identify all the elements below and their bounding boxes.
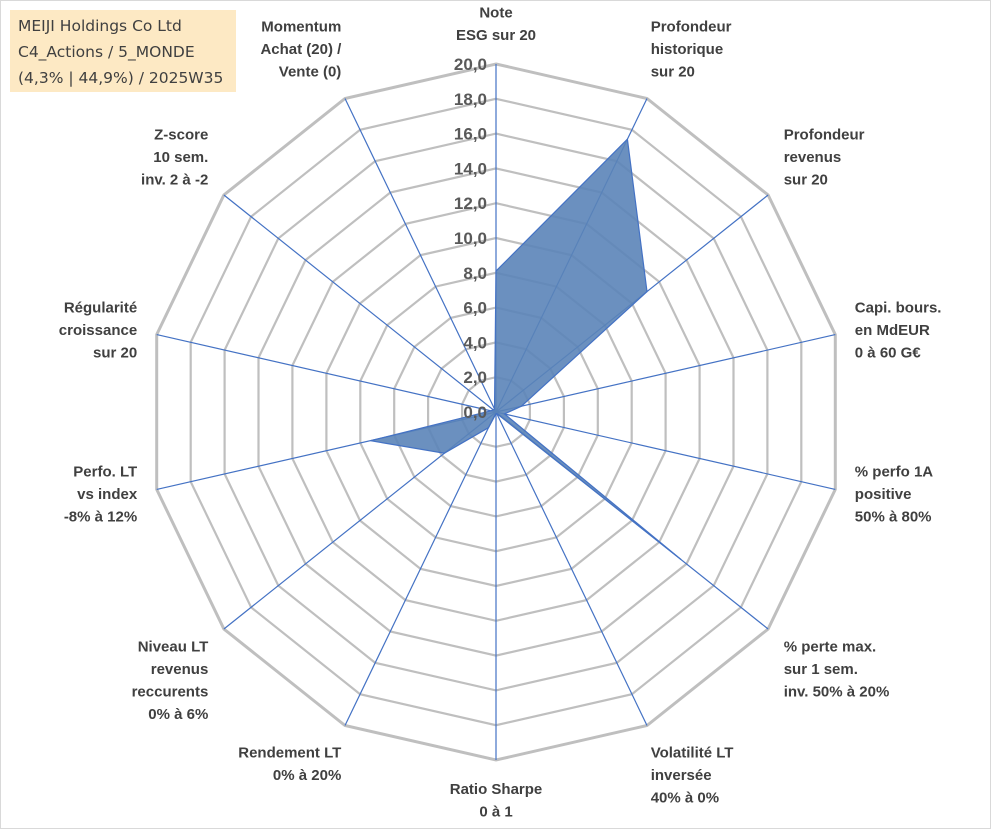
- axis-label-line: 0% à 6%: [148, 706, 208, 723]
- axis-label-line: Rendement LT: [238, 745, 341, 762]
- axis-label-line: sur 20: [651, 63, 695, 80]
- label-layer: Note ESG sur 20 Profondeur historique sur 20…: [59, 5, 942, 821]
- axis-label-line: 10 sem.: [153, 149, 208, 166]
- axis-spoke: [495, 411, 648, 726]
- axis-spoke: [156, 334, 497, 413]
- axis-label-line: inv. 50% à 20%: [784, 683, 890, 700]
- axis-label-line: 50% à 80%: [855, 508, 932, 525]
- axis-label: Ratio Sharpe 0 à 1: [450, 781, 543, 821]
- axis-label-line: 0 à 1: [479, 804, 512, 821]
- axis-label-line: -8% à 12%: [64, 508, 137, 525]
- tick-label: 20,0: [454, 55, 487, 74]
- series-layer: [370, 137, 682, 560]
- axis-label: Profondeur revenus sur 20: [784, 127, 865, 189]
- axis-label-line: reccurents: [132, 683, 209, 700]
- tick-label: 14,0: [454, 159, 487, 178]
- axis-label-line: revenus: [784, 149, 842, 166]
- axis-label: Perfo. LT vs index -8% à 12%: [64, 463, 138, 525]
- tick-label: 6,0: [463, 299, 487, 318]
- axis-label-line: en MdEUR: [855, 322, 930, 339]
- axis-label: Niveau LT revenus reccurents 0% à 6%: [132, 638, 209, 723]
- info-category: C4_Actions / 5_MONDE: [18, 43, 195, 61]
- tick-label: 18,0: [454, 90, 487, 109]
- axis-label: Z-score 10 sem. inv. 2 à -2: [141, 127, 208, 189]
- axis-label-line: sur 20: [93, 345, 137, 362]
- axis-label-line: vs index: [77, 486, 138, 503]
- axis-spoke: [495, 334, 836, 413]
- axis-label: Rendement LT 0% à 20%: [238, 745, 341, 785]
- tick-label: 4,0: [463, 333, 487, 352]
- axis-label: Momentum Achat (20) / Vente (0): [260, 18, 342, 80]
- axis-label-line: Achat (20) /: [260, 41, 342, 58]
- axis-label-line: sur 1 sem.: [784, 661, 858, 678]
- axis-label-line: Momentum: [261, 18, 341, 35]
- axis-label-line: inv. 2 à -2: [141, 172, 208, 189]
- axis-label-line: % perte max.: [784, 638, 877, 655]
- axis-label-line: Régularité: [64, 300, 137, 317]
- axis-label-line: historique: [651, 41, 724, 58]
- tick-label: 16,0: [454, 125, 487, 144]
- axis-label: % perte max. sur 1 sem. inv. 50% à 20%: [784, 638, 890, 700]
- axis-label-line: croissance: [59, 322, 137, 339]
- axis-label-line: revenus: [151, 661, 209, 678]
- axis-label: Note ESG sur 20: [456, 5, 536, 45]
- axis-label: Régularité croissance sur 20: [59, 300, 137, 362]
- axis-label: Volatilité LT inversée 40% à 0%: [651, 745, 734, 807]
- axis-label-line: Profondeur: [651, 18, 732, 35]
- axis-label-line: Volatilité LT: [651, 745, 734, 762]
- axis-label-line: Capi. bours.: [855, 300, 942, 317]
- tick-label: 2,0: [463, 368, 487, 387]
- axis-label-line: Profondeur: [784, 127, 865, 144]
- axis-label-line: ESG sur 20: [456, 27, 536, 44]
- tick-label: 8,0: [463, 264, 487, 283]
- axis-label: % perfo 1A positive 50% à 80%: [855, 463, 934, 525]
- axis-spoke: [344, 411, 497, 726]
- axis-spoke: [344, 98, 497, 413]
- axis-label-line: Z-score: [154, 127, 208, 144]
- axis-label-line: 0% à 20%: [273, 767, 341, 784]
- axis-label-line: Ratio Sharpe: [450, 781, 543, 798]
- axis-label-line: 0 à 60 G€: [855, 345, 922, 362]
- axis-spoke: [223, 194, 497, 413]
- axis-label: Capi. bours. en MdEUR 0 à 60 G€: [855, 300, 942, 362]
- axis-label-line: inversée: [651, 767, 712, 784]
- info-company-name: MEIJI Holdings Co Ltd: [18, 17, 182, 35]
- axis-label: Profondeur historique sur 20: [651, 18, 732, 80]
- axis-label-line: sur 20: [784, 172, 828, 189]
- tick-label: 10,0: [454, 229, 487, 248]
- tick-label: 12,0: [454, 194, 487, 213]
- axis-label-line: % perfo 1A: [855, 463, 934, 480]
- axis-label-line: Note: [479, 5, 512, 22]
- axis-label-line: positive: [855, 486, 912, 503]
- axis-label-line: Vente (0): [279, 63, 342, 80]
- tick-layer: 0,0 2,0 4,0 6,0 8,0 10,0 12,0 14,0 16,0 18,0 20,0: [454, 55, 487, 422]
- axis-label-line: Niveau LT: [138, 638, 209, 655]
- axis-label-line: 40% à 0%: [651, 790, 719, 807]
- axis-label-line: Perfo. LT: [73, 463, 137, 480]
- info-box: MEIJI Holdings Co Ltd C4_Actions / 5_MON…: [10, 10, 236, 92]
- axis-spoke: [495, 411, 836, 490]
- tick-label: 0,0: [463, 403, 487, 422]
- info-stats: (4,3% | 44,9%) / 2025W35: [18, 69, 224, 87]
